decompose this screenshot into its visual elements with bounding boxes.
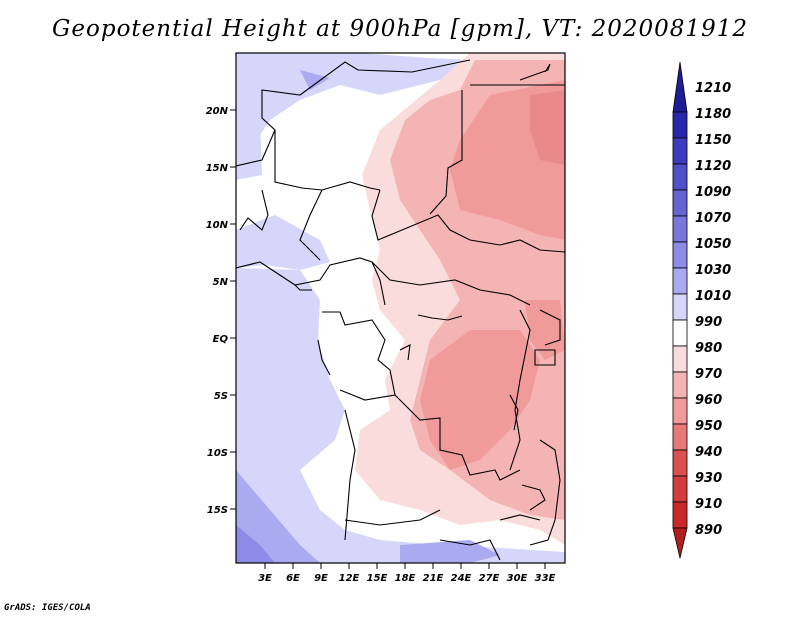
colorbar-label: 980 xyxy=(695,341,722,356)
map-panel xyxy=(236,53,565,563)
colorbar-label: 910 xyxy=(695,497,722,512)
colorbar-label: 1150 xyxy=(695,133,731,148)
lat-label: 5N xyxy=(213,277,229,288)
colorbar-label: 950 xyxy=(695,419,722,434)
colorbar-label: 960 xyxy=(695,393,722,408)
lat-axis: 20N 15N 10N 5N EQ 5S 10S 15S xyxy=(206,106,236,516)
map-title: Geopotential Height at 900hPa [gpm], VT:… xyxy=(52,16,748,42)
colorbar-label: 1180 xyxy=(695,107,731,122)
grads-credit: GrADS: IGES/COLA xyxy=(4,603,91,613)
colorbar-swatch xyxy=(672,189,688,217)
lon-label: 30E xyxy=(507,573,528,584)
lon-label: 12E xyxy=(339,573,360,584)
colorbar-label: 1120 xyxy=(695,159,731,174)
colorbar-swatch xyxy=(672,527,688,559)
colorbar-swatch xyxy=(672,111,688,139)
lon-label: 6E xyxy=(286,573,300,584)
lat-label: 15S xyxy=(207,505,228,516)
colorbar-swatch xyxy=(672,423,688,451)
lat-label: 10N xyxy=(206,220,229,231)
lat-label: 15N xyxy=(206,163,229,174)
colorbar-label: 990 xyxy=(695,315,722,330)
colorbar-swatch xyxy=(672,345,688,373)
colorbar-label: 1030 xyxy=(695,263,731,278)
colorbar-swatch xyxy=(672,163,688,191)
colorbar-label: 890 xyxy=(695,523,722,538)
lon-label: 24E xyxy=(451,573,472,584)
lon-label: 21E xyxy=(423,573,444,584)
colorbar-swatch xyxy=(672,449,688,477)
map-frame xyxy=(235,52,566,564)
colorbar-label: 930 xyxy=(695,471,722,486)
colorbar-swatch xyxy=(672,215,688,243)
colorbar-label: 1050 xyxy=(695,237,731,252)
lat-label: EQ xyxy=(213,334,229,345)
colorbar-swatch xyxy=(672,501,688,529)
pink-shading-950 xyxy=(530,90,565,165)
colorbar-legend: 1210 1180 1150 1120 1090 1070 1050 1030 1010 990 9… xyxy=(672,61,731,559)
lon-label: 18E xyxy=(395,573,416,584)
colorbar-label: 1010 xyxy=(695,289,731,304)
lat-label: 20N xyxy=(206,106,229,117)
colorbar-label: 940 xyxy=(695,445,722,460)
blue-shading-dark xyxy=(236,70,500,563)
colorbar-swatch xyxy=(672,293,688,321)
blue-shading-darker xyxy=(236,525,275,563)
colorbar-swatch xyxy=(672,61,688,113)
colorbar-swatch xyxy=(672,397,688,425)
colorbar-swatch xyxy=(672,371,688,399)
colorbar-label: 1210 xyxy=(695,81,731,96)
country-borders xyxy=(236,59,565,561)
colorbar-swatch xyxy=(672,319,688,347)
lon-label: 27E xyxy=(479,573,500,584)
colorbar-swatch xyxy=(672,241,688,269)
lon-label: 33E xyxy=(535,573,556,584)
colorbar-label: 970 xyxy=(695,367,722,382)
colorbar-swatch xyxy=(672,267,688,295)
colorbar-swatch xyxy=(672,475,688,503)
lon-label: 9E xyxy=(314,573,328,584)
colorbar-label: 1070 xyxy=(695,211,731,226)
lon-label: 15E xyxy=(367,573,388,584)
colorbar-swatch xyxy=(672,137,688,165)
colorbar-label: 1090 xyxy=(695,185,731,200)
lat-label: 5S xyxy=(214,391,228,402)
lon-axis: 3E 6E 9E 12E 15E 18E 21E 24E 27E 30E 33E xyxy=(258,563,556,584)
lat-label: 10S xyxy=(207,448,228,459)
lon-label: 3E xyxy=(258,573,272,584)
